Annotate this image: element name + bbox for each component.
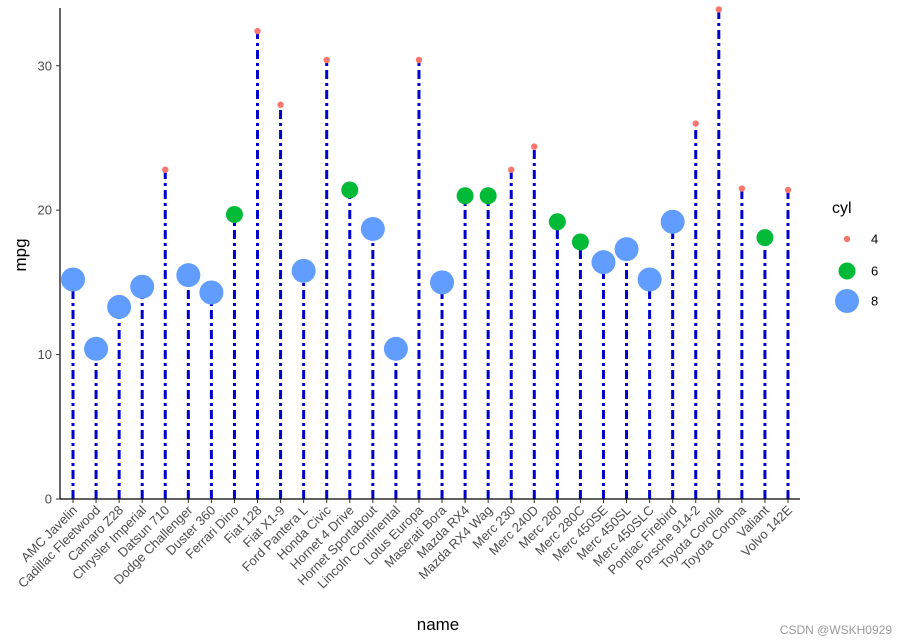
data-point [692,120,699,127]
data-point [61,267,85,292]
data-point [508,166,515,173]
data-point [199,280,224,305]
data-point [637,267,662,292]
data-point [784,186,792,194]
data-point [130,274,155,299]
data-point [756,229,774,247]
y-tick-label: 10 [38,347,52,362]
data-point [254,27,261,35]
data-point [176,263,201,288]
data-point [738,185,746,192]
y-axis-title: mpg [11,238,30,271]
y-tick-label: 30 [38,58,52,73]
data-point [531,143,538,150]
data-point [162,166,169,173]
data-point [415,56,423,64]
data-point [323,56,330,64]
data-point [225,206,243,224]
data-point [291,258,316,283]
data-point [277,101,284,108]
data-point [456,187,474,205]
legend-key [843,235,851,243]
data-point [341,181,359,199]
legend: cyl 4 6 8 [832,200,878,313]
data-point [430,270,455,295]
data-point [360,216,385,241]
x-axis-title: name [417,615,460,634]
points-layer [61,6,792,361]
y-tick-label: 0 [45,492,52,507]
watermark: CSDN @WSKH0929 [779,623,892,637]
y-tick-label: 20 [38,203,52,218]
data-point [715,6,723,13]
legend-title: cyl [832,200,852,217]
legend-key [838,262,856,280]
data-point [479,187,497,205]
data-point [591,250,616,275]
data-point [548,213,566,231]
legend-label: 6 [871,264,878,279]
legend-label: 8 [871,294,878,309]
data-point [383,336,408,361]
y-axis-ticks: 0 10 20 30 [38,58,60,507]
data-point [614,237,639,262]
data-point [84,336,109,361]
data-point [571,233,589,251]
legend-key [835,289,859,313]
legend-label: 4 [871,232,878,247]
stems-layer [71,9,790,499]
data-point [107,294,132,319]
data-point [660,209,685,234]
